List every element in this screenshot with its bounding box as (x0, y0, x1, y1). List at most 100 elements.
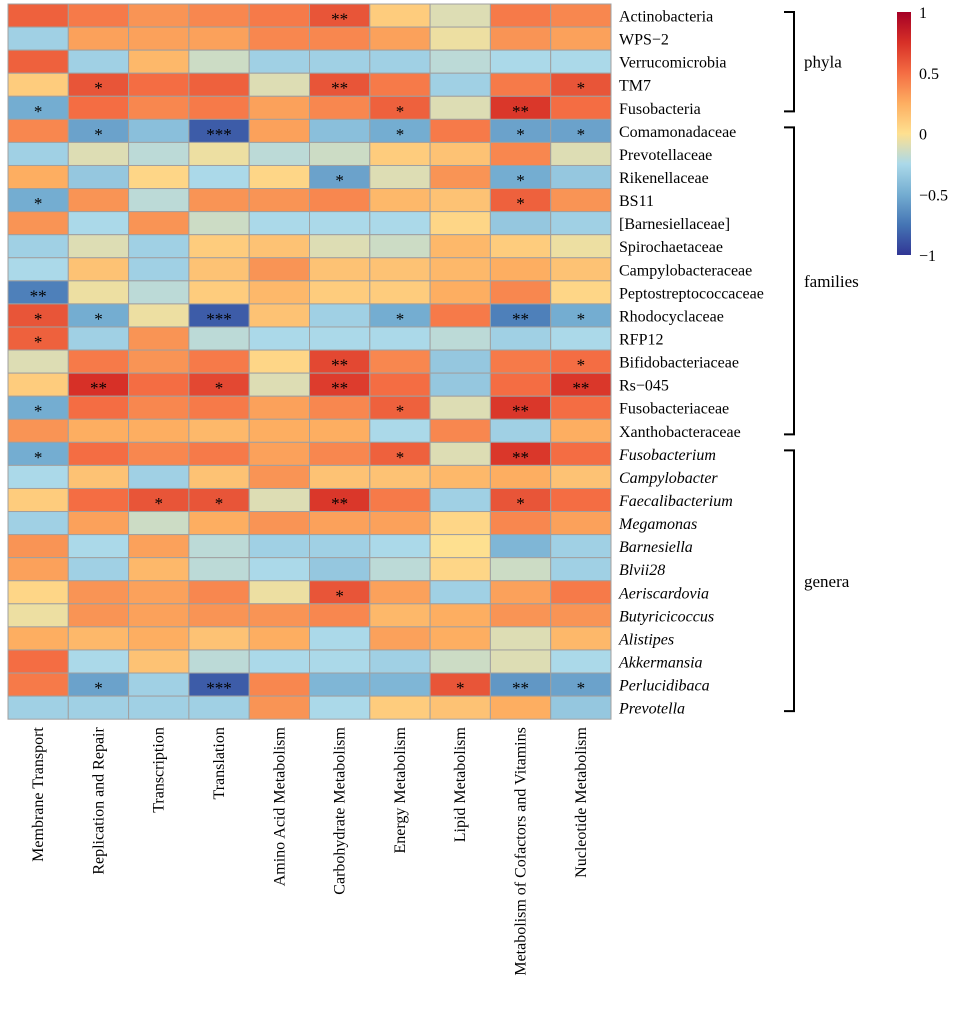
colorbar-gradient (897, 12, 911, 255)
significance-star: * (94, 309, 103, 328)
heatmap-cell (188, 211, 250, 236)
heatmap-cell (309, 626, 371, 651)
row-label: Fusobacteriaceae (619, 401, 729, 418)
significance-star: * (396, 102, 405, 121)
heatmap-cell (550, 487, 612, 513)
significance-star: * (516, 194, 525, 213)
heatmap-cell (188, 534, 250, 559)
heatmap-cell (248, 603, 310, 628)
heatmap-cell (489, 3, 552, 28)
heatmap-cell (429, 326, 491, 351)
heatmap-cell (67, 211, 130, 236)
heatmap-cell (7, 695, 69, 720)
heatmap-cell (128, 188, 190, 213)
colorbar-tick-label: 1 (919, 5, 927, 22)
heatmap-cell (128, 141, 190, 166)
significance-star: * (516, 494, 525, 513)
heatmap-cell (248, 3, 310, 28)
heatmap-cell (369, 211, 431, 236)
heatmap-cell (67, 464, 130, 489)
significance-star: * (94, 125, 103, 144)
significance-star: ** (331, 494, 348, 513)
heatmap-cell (188, 257, 250, 282)
heatmap-cell (489, 464, 552, 489)
row-label: TM7 (619, 78, 651, 95)
heatmap-cell (369, 626, 431, 651)
heatmap-cell (429, 534, 491, 559)
heatmap-cell (429, 557, 491, 582)
heatmap-cell (7, 211, 69, 236)
heatmap-cell (128, 280, 190, 305)
heatmap-cell (7, 649, 69, 674)
column-label: Metabolism of Cofactors and Vitamins (513, 727, 530, 975)
significance-star: * (94, 679, 103, 698)
significance-star: * (215, 379, 224, 398)
heatmap-cell (67, 49, 130, 74)
heatmap-cell (67, 418, 130, 443)
heatmap-cell (429, 141, 491, 166)
significance-star: ** (512, 102, 529, 121)
heatmap-cell (128, 464, 190, 489)
heatmap-cell (248, 626, 310, 651)
heatmap-cell (369, 511, 431, 536)
significance-star: ** (572, 379, 589, 398)
row-label: Alistipes (618, 631, 674, 648)
column-label: Replication and Repair (90, 727, 107, 875)
heatmap-cell (67, 626, 130, 651)
heatmap-cell (309, 326, 371, 351)
heatmap-cell (550, 603, 612, 628)
row-label: WPS−2 (619, 32, 669, 49)
heatmap-cell (429, 303, 491, 328)
heatmap-cell (550, 211, 612, 236)
heatmap-cell (128, 164, 190, 190)
heatmap-cell (369, 580, 431, 605)
heatmap-cell (128, 326, 190, 351)
heatmap-cell (7, 3, 69, 28)
heatmap-cell (248, 326, 310, 351)
heatmap-cell (369, 257, 431, 282)
row-label: Xanthobacteraceae (619, 424, 741, 441)
heatmap-cell (188, 580, 250, 605)
heatmap-cell (429, 118, 491, 143)
row-label: BS11 (619, 193, 654, 210)
heatmap-cell (248, 441, 310, 466)
significance-star: * (34, 102, 43, 121)
heatmap-cell (489, 511, 552, 536)
heatmap-cell (248, 188, 310, 213)
heatmap-cell (248, 534, 310, 559)
heatmap-cell (67, 349, 130, 374)
row-label: Actinobacteria (619, 9, 713, 26)
significance-star: ** (30, 286, 47, 305)
heatmap-cell (7, 49, 69, 74)
row-label: Rhodocyclaceae (619, 308, 724, 325)
significance-star: * (34, 402, 43, 421)
group-label: phyla (804, 53, 842, 72)
heatmap-cell (550, 557, 612, 582)
significance-star: * (335, 171, 344, 190)
heatmap-cell (369, 49, 431, 74)
heatmap-cell (128, 372, 190, 397)
significance-star: ** (331, 10, 348, 29)
heatmap-cell (188, 395, 250, 420)
heatmap-cell (188, 141, 250, 166)
significance-star: * (516, 125, 525, 144)
heatmap-cell (248, 349, 310, 374)
heatmap-cell (369, 141, 431, 166)
heatmap-cell (429, 95, 491, 120)
heatmap-cells (7, 3, 612, 720)
heatmap-cell (67, 534, 130, 559)
row-label: Bifidobacteriaceae (619, 355, 739, 372)
heatmap-cell (188, 649, 250, 674)
row-label: Campylobacter (619, 470, 718, 487)
heatmap-cell (248, 418, 310, 443)
heatmap-cell (429, 280, 491, 305)
heatmap-cell (429, 487, 491, 513)
color-legend: 1 0.5 0 −0.5 −1 (897, 5, 948, 265)
heatmap-cell (248, 118, 310, 143)
heatmap-cell (309, 211, 371, 236)
heatmap-cell (429, 441, 491, 466)
significance-star: ** (90, 379, 107, 398)
heatmap-cell (188, 95, 250, 120)
heatmap-cell (309, 464, 371, 489)
significance-markers: *** ** ** * *** *** * * ** ** **** * *** * ** **** *** * *… (30, 10, 590, 698)
